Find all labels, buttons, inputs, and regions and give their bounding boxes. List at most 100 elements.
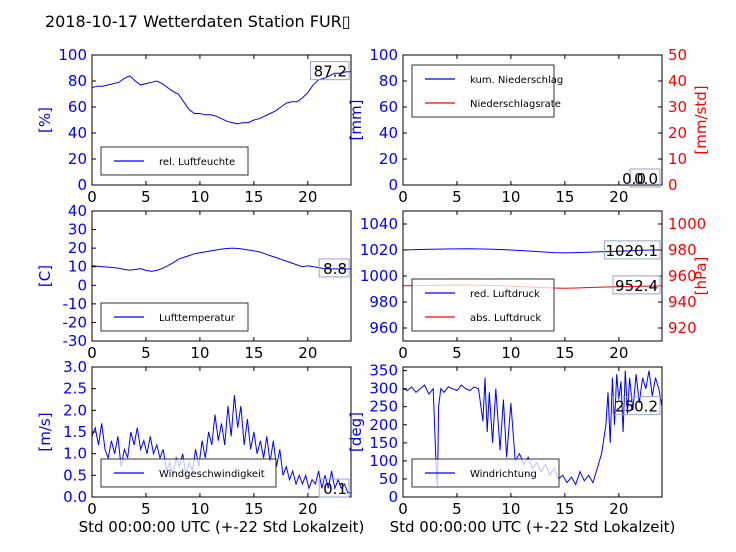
last-value-label-2: 952.4 xyxy=(615,277,658,295)
x-tick-label: 5 xyxy=(141,344,151,362)
x-tick-label: 5 xyxy=(452,188,462,206)
x-axis-label: Std 00:00:00 UTC (+-22 Std Lokalzeit) xyxy=(79,518,365,536)
panel-humidity: 0 5 10 15 20 0 20 40 60 80 100 [%] 87.2 rel. Luftfeuc… xyxy=(36,46,352,206)
x-tick-label: 10 xyxy=(501,344,520,362)
x-tick-label: 0 xyxy=(87,500,97,518)
x-tick-label: 10 xyxy=(501,188,520,206)
x-tick-label: 10 xyxy=(190,188,209,206)
last-value-label-box xyxy=(318,258,350,278)
x-tick-label: 15 xyxy=(555,500,574,518)
last-value-label: 0.0 xyxy=(634,170,658,188)
last-value-label-overlap: 0.0 xyxy=(622,170,646,188)
x-tick-label: 20 xyxy=(609,188,628,206)
series-group xyxy=(92,247,351,272)
x-tick-label: 0 xyxy=(398,500,408,518)
y-tick-label: 1000 xyxy=(360,267,398,285)
legend-label: Lufttemperatur xyxy=(159,313,236,324)
legend: Lufttemperatur xyxy=(100,302,249,332)
series-line-pressure-0 xyxy=(403,248,662,254)
y-tick-label: -10 xyxy=(63,295,88,313)
panel-windspeed: 0 5 10 15 20 0.0 0.5 1.0 1.5 2.0 2.5 3.0 [m/s] Std 00… xyxy=(36,358,364,536)
y-tick-label: 960 xyxy=(369,319,398,337)
legend: rel. Luftfeuchte xyxy=(100,146,249,176)
y-tick-label: 250 xyxy=(369,398,398,416)
y-tick-label: 100 xyxy=(58,46,87,64)
y-tick-label: -30 xyxy=(63,332,88,350)
y-right-tick-label: 920 xyxy=(668,319,697,337)
x-tick-label: 15 xyxy=(244,188,263,206)
y-tick-label: 2.5 xyxy=(63,380,87,398)
y-tick-label: 100 xyxy=(369,46,398,64)
y-tick-label: 50 xyxy=(379,470,398,488)
x-tick-label: 20 xyxy=(298,344,317,362)
y-tick-label: 40 xyxy=(68,202,87,220)
legend-label: kum. Niederschlag xyxy=(470,75,563,86)
x-tick-label: 0 xyxy=(398,344,408,362)
last-value-label-box xyxy=(603,240,661,260)
x-tick-label: 15 xyxy=(555,344,574,362)
x-tick-label: 5 xyxy=(452,500,462,518)
legend-label: Windgeschwindigkeit xyxy=(159,469,265,480)
last-value-label-box xyxy=(318,478,350,498)
y-axis-label: [m/s] xyxy=(36,412,54,451)
legend-box xyxy=(411,458,560,488)
x-tick-label: 20 xyxy=(298,500,317,518)
y-tick-label: 0 xyxy=(388,176,398,194)
series-group xyxy=(92,71,351,125)
x-tick-label: 10 xyxy=(501,500,520,518)
plot-frame xyxy=(91,210,352,342)
last-value-label: 250.2 xyxy=(615,398,658,416)
y-tick-label: 0.0 xyxy=(63,488,87,506)
panel-pressure: 0 5 10 15 20 960 980 1000 1020 1040 920 940 960 980 10… xyxy=(360,210,710,362)
last-value-label-box xyxy=(310,61,350,81)
y-tick-label: 1040 xyxy=(360,215,398,233)
y-tick-label: 20 xyxy=(379,150,398,168)
legend-label: Niederschlagsrate xyxy=(470,99,561,110)
y-right-tick-label: 20 xyxy=(668,124,687,142)
x-tick-label: 5 xyxy=(141,500,151,518)
y-tick-label: 60 xyxy=(379,98,398,116)
last-value-label: 87.2 xyxy=(314,63,347,81)
y-tick-label: 1020 xyxy=(360,241,398,259)
series-line-temperature-0 xyxy=(92,247,351,272)
last-value-label: 8.8 xyxy=(323,260,347,278)
legend-label: red. Luftdruck xyxy=(470,289,540,300)
legend-box xyxy=(411,278,555,332)
legend: Windrichtung xyxy=(411,458,560,488)
y-tick-label: 200 xyxy=(369,416,398,434)
y-tick-label: 20 xyxy=(68,150,87,168)
y-tick-label: 980 xyxy=(369,293,398,311)
legend-label: rel. Luftfeuchte xyxy=(159,157,235,168)
series-group xyxy=(92,395,351,494)
x-tick-label: 15 xyxy=(244,500,263,518)
y-tick-label: 3.0 xyxy=(63,358,87,376)
y-tick-label: 40 xyxy=(379,124,398,142)
figure-title: 2018-10-17 Wetterdaten Station FUR▯ xyxy=(45,12,351,31)
y-tick-label: 1.5 xyxy=(63,423,87,441)
legend-box xyxy=(411,64,555,118)
y-right-tick-label: 30 xyxy=(668,98,687,116)
x-tick-label: 5 xyxy=(452,344,462,362)
last-value-label: 1020.1 xyxy=(606,242,659,260)
legend: kum. Niederschlag Niederschlagsrate xyxy=(411,64,563,118)
y-axis-label: [mm] xyxy=(347,100,365,141)
y-tick-label: 80 xyxy=(379,72,398,90)
y-tick-label: -20 xyxy=(63,313,88,331)
y-tick-label: 30 xyxy=(68,221,87,239)
y-right-tick-label: 0 xyxy=(668,176,678,194)
x-tick-label: 20 xyxy=(609,500,628,518)
legend: Windgeschwindigkeit xyxy=(100,458,277,488)
y-tick-label: 20 xyxy=(68,239,87,257)
plot-frame xyxy=(402,366,663,498)
y-tick-label: 1.0 xyxy=(63,445,87,463)
y-right-tick-label: 980 xyxy=(668,241,697,259)
y-tick-label: 40 xyxy=(68,124,87,142)
y-tick-label: 10 xyxy=(68,258,87,276)
legend-label: abs. Luftdruck xyxy=(470,313,541,324)
y-axis-label: [C] xyxy=(36,265,54,287)
plot-frame xyxy=(402,54,663,186)
last-value-label-2-box xyxy=(612,275,661,295)
x-tick-label: 20 xyxy=(298,188,317,206)
x-tick-label: 5 xyxy=(141,188,151,206)
